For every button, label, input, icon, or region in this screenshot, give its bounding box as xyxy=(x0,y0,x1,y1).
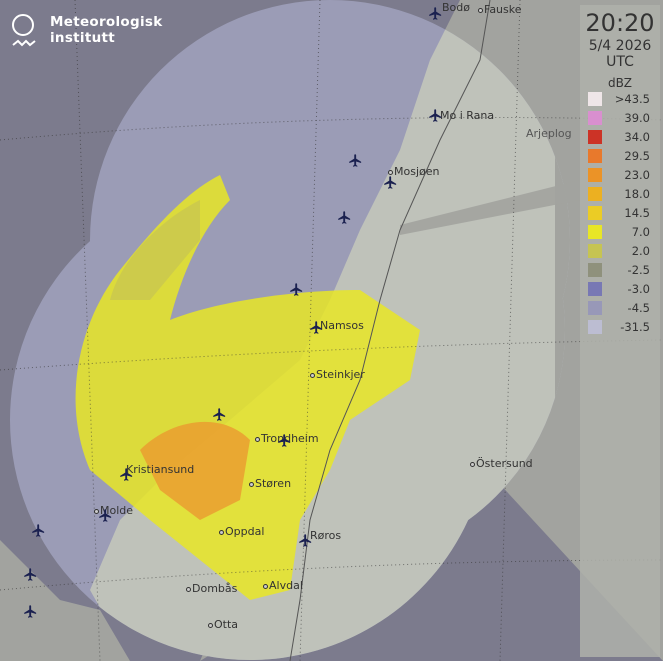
legend-row: 7.0 xyxy=(580,223,660,242)
legend-swatch xyxy=(588,130,602,144)
legend-swatch xyxy=(588,206,602,220)
legend-swatch xyxy=(588,111,602,125)
airport-icon xyxy=(212,407,227,422)
legend-row: 29.5 xyxy=(580,147,660,166)
legend-value: -2.5 xyxy=(627,263,650,277)
legend-row: -31.5 xyxy=(580,318,660,337)
wave-icon xyxy=(12,39,36,47)
sun-icon xyxy=(12,14,34,36)
airport-icon xyxy=(23,567,38,582)
legend-value: 18.0 xyxy=(624,187,650,201)
legend-value: 23.0 xyxy=(624,168,650,182)
legend-value: 34.0 xyxy=(624,130,650,144)
city-storen: Støren xyxy=(249,478,291,490)
legend-value: -4.5 xyxy=(627,301,650,315)
city-ostersund: Östersund xyxy=(470,458,533,470)
legend-row: 34.0 xyxy=(580,128,660,147)
city-steinkjer: Steinkjer xyxy=(310,369,365,381)
legend-row: -2.5 xyxy=(580,261,660,280)
city-alvdal: Alvdal xyxy=(263,580,303,592)
legend-value: 7.0 xyxy=(631,225,650,239)
airport-icon xyxy=(383,175,398,190)
airport-icon xyxy=(298,533,313,548)
legend-swatch xyxy=(588,320,602,334)
country-border xyxy=(289,0,491,661)
timezone-label: UTC xyxy=(606,54,634,70)
legend-row: 39.0 xyxy=(580,109,660,128)
legend-swatch xyxy=(588,301,602,315)
legend-row: >43.5 xyxy=(580,90,660,109)
city-oppdal: Oppdal xyxy=(219,526,264,538)
time-label: 20:20 xyxy=(585,9,655,37)
legend-value: 29.5 xyxy=(624,149,650,163)
city-otta: Otta xyxy=(208,619,238,631)
date-label: 5/4 2026 xyxy=(588,38,652,54)
city-kristiansund: Kristiansund xyxy=(126,463,195,476)
city-fauske: Fauske xyxy=(478,4,522,16)
airport-icon xyxy=(289,282,304,297)
city-roros: Røros xyxy=(310,529,342,542)
legend-value: 39.0 xyxy=(624,111,650,125)
legend-swatch xyxy=(588,168,602,182)
airport-icon xyxy=(348,153,363,168)
legend-value: 14.5 xyxy=(624,206,650,220)
legend-row: 23.0 xyxy=(580,166,660,185)
airport-icon xyxy=(309,320,324,335)
city-namsos: Namsos xyxy=(320,319,364,332)
airport-icon xyxy=(31,523,46,538)
legend-swatch xyxy=(588,149,602,163)
legend-value: -31.5 xyxy=(620,320,650,334)
airport-icon xyxy=(23,604,38,619)
city-bodo: Bodø xyxy=(442,1,470,14)
legend-value: 2.0 xyxy=(631,244,650,258)
city-mo-i-rana: Mo i Rana xyxy=(440,109,495,122)
airport-icon xyxy=(277,433,292,448)
airport-icon xyxy=(119,467,134,482)
legend-value: >43.5 xyxy=(614,92,650,106)
legend-row: -3.0 xyxy=(580,280,660,299)
brand-line2: institutt xyxy=(50,30,116,46)
legend-row: -4.5 xyxy=(580,299,660,318)
legend-row: 2.0 xyxy=(580,242,660,261)
city-molde: Molde xyxy=(94,505,133,517)
airport-icon xyxy=(337,210,352,225)
unit-label: dBZ xyxy=(607,76,633,90)
airport-icon xyxy=(428,6,443,21)
city-mosjoen: Mosjøen xyxy=(388,166,439,178)
legend-swatch xyxy=(588,244,602,258)
legend-swatch xyxy=(588,187,602,201)
airport-icon xyxy=(428,108,443,123)
legend-row: 18.0 xyxy=(580,185,660,204)
city-trondheim: Trondheim xyxy=(255,433,319,445)
airport-icon xyxy=(98,508,113,523)
legend-swatch xyxy=(588,282,602,296)
brand-line1: Meteorologisk xyxy=(50,14,163,30)
precipitation-echoes xyxy=(75,175,421,600)
legend-row: 14.5 xyxy=(580,204,660,223)
legend-swatch xyxy=(588,92,602,106)
legend-swatch xyxy=(588,263,602,277)
legend-swatch xyxy=(588,225,602,239)
dbz-legend: 20:20 5/4 2026 UTC dBZ >43.5 39.0 34.0 29.5… xyxy=(580,5,660,657)
city-arjeplog: Arjeplog xyxy=(526,127,572,140)
city-dombas: Dombås xyxy=(186,583,237,595)
legend-value: -3.0 xyxy=(627,282,650,296)
